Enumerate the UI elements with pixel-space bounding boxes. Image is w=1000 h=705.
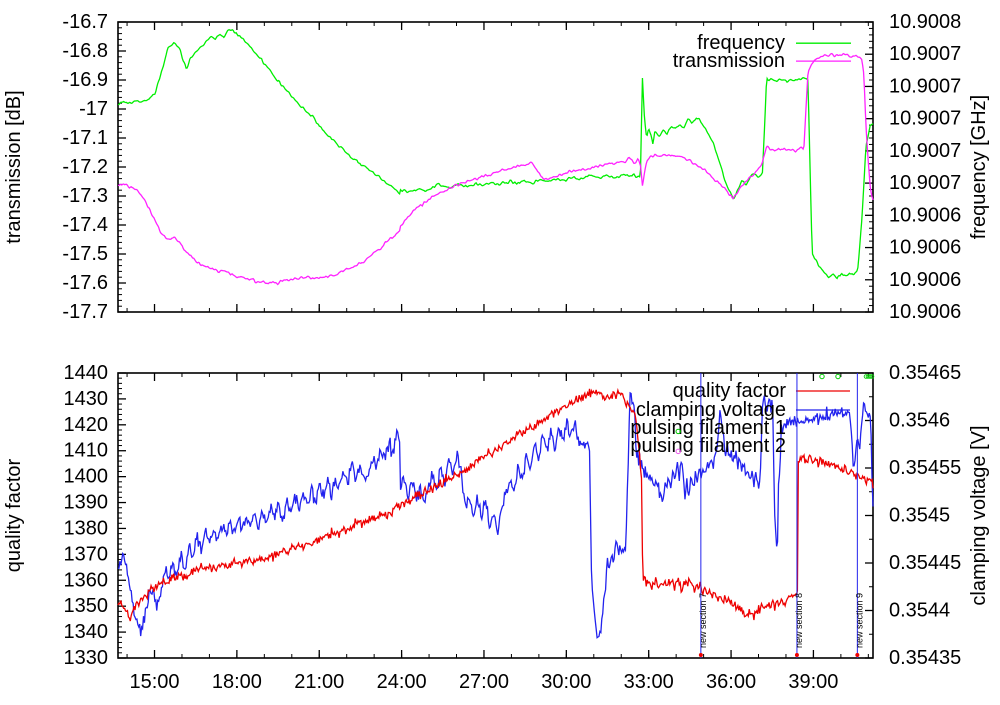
svg-text:10.9007: 10.9007 <box>889 75 961 97</box>
svg-text:10.9007: 10.9007 <box>889 140 961 162</box>
svg-text:new section 9: new section 9 <box>854 593 864 648</box>
svg-text:0.3546: 0.3546 <box>889 410 950 432</box>
svg-text:-17.2: -17.2 <box>62 156 108 178</box>
svg-text:24:00: 24:00 <box>377 671 427 693</box>
svg-text:-16.7: -16.7 <box>62 11 108 33</box>
svg-text:10.9006: 10.9006 <box>889 269 961 291</box>
svg-text:new section 7: new section 7 <box>698 593 708 648</box>
svg-text:15:00: 15:00 <box>129 671 179 693</box>
svg-text:33:00: 33:00 <box>624 671 674 693</box>
svg-text:1340: 1340 <box>64 621 109 643</box>
svg-text:10.9007: 10.9007 <box>889 108 961 130</box>
svg-text:0.35465: 0.35465 <box>889 362 961 384</box>
svg-text:1350: 1350 <box>64 595 109 617</box>
svg-text:1410: 1410 <box>64 440 109 462</box>
svg-text:1360: 1360 <box>64 569 109 591</box>
svg-text:new section 8: new section 8 <box>794 593 804 648</box>
svg-text:10.9006: 10.9006 <box>889 301 961 323</box>
svg-text:-17.5: -17.5 <box>62 243 108 265</box>
svg-text:27:00: 27:00 <box>459 671 509 693</box>
svg-text:1330: 1330 <box>64 647 109 669</box>
svg-text:-17.3: -17.3 <box>62 185 108 207</box>
svg-text:1400: 1400 <box>64 466 109 488</box>
svg-text:-17.1: -17.1 <box>62 127 108 149</box>
svg-text:36:00: 36:00 <box>706 671 756 693</box>
svg-text:1380: 1380 <box>64 517 109 539</box>
svg-text:1430: 1430 <box>64 388 109 410</box>
svg-text:quality factor: quality factor <box>3 458 25 572</box>
svg-text:1440: 1440 <box>64 362 109 384</box>
svg-text:-16.9: -16.9 <box>62 69 108 91</box>
svg-text:-17.4: -17.4 <box>62 214 108 236</box>
svg-text:10.9008: 10.9008 <box>889 11 961 33</box>
svg-text:39:00: 39:00 <box>788 671 838 693</box>
svg-text:transmission: transmission <box>673 50 785 72</box>
svg-text:18:00: 18:00 <box>212 671 262 693</box>
svg-text:0.35455: 0.35455 <box>889 457 961 479</box>
svg-text:1390: 1390 <box>64 492 109 514</box>
svg-text:10.9007: 10.9007 <box>889 43 961 65</box>
svg-text:10.9006: 10.9006 <box>889 204 961 226</box>
svg-text:transmission [dB]: transmission [dB] <box>3 90 25 243</box>
svg-text:-17: -17 <box>79 98 108 120</box>
svg-text:21:00: 21:00 <box>294 671 344 693</box>
svg-text:0.3545: 0.3545 <box>889 505 950 527</box>
svg-text:-17.6: -17.6 <box>62 272 108 294</box>
svg-text:10.9007: 10.9007 <box>889 172 961 194</box>
svg-text:1420: 1420 <box>64 414 109 436</box>
svg-text:0.35435: 0.35435 <box>889 647 961 669</box>
svg-text:-16.8: -16.8 <box>62 40 108 62</box>
svg-text:pulsing filament 2: pulsing filament 2 <box>630 435 786 457</box>
svg-text:frequency [GHz]: frequency [GHz] <box>968 95 990 240</box>
svg-text:30:00: 30:00 <box>541 671 591 693</box>
svg-text:0.3544: 0.3544 <box>889 600 950 622</box>
svg-text:0.35445: 0.35445 <box>889 552 961 574</box>
svg-text:clamping voltage [V]: clamping voltage [V] <box>968 425 990 605</box>
svg-text:-17.7: -17.7 <box>62 301 108 323</box>
svg-text:10.9006: 10.9006 <box>889 237 961 259</box>
svg-text:1370: 1370 <box>64 543 109 565</box>
